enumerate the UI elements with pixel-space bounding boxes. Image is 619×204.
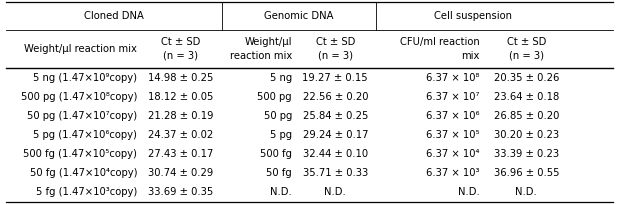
Text: 500 fg (1.47×10⁵copy): 500 fg (1.47×10⁵copy)	[24, 149, 137, 159]
Text: Cloned DNA: Cloned DNA	[84, 11, 144, 21]
Text: 30.20 ± 0.23: 30.20 ± 0.23	[494, 130, 559, 140]
Text: 5 pg: 5 pg	[270, 130, 292, 140]
Text: 50 fg: 50 fg	[266, 168, 292, 178]
Text: 23.64 ± 0.18: 23.64 ± 0.18	[494, 92, 559, 102]
Text: 5 ng (1.47×10⁹copy): 5 ng (1.47×10⁹copy)	[33, 73, 137, 83]
Text: Weight/µl
reaction mix: Weight/µl reaction mix	[230, 37, 292, 61]
Text: 6.37 × 10⁴: 6.37 × 10⁴	[426, 149, 480, 159]
Text: 50 pg: 50 pg	[264, 111, 292, 121]
Text: 6.37 × 10⁶: 6.37 × 10⁶	[426, 111, 480, 121]
Text: Genomic DNA: Genomic DNA	[264, 11, 334, 21]
Text: 19.27 ± 0.15: 19.27 ± 0.15	[303, 73, 368, 83]
Text: 500 fg: 500 fg	[260, 149, 292, 159]
Text: N.D.: N.D.	[270, 187, 292, 197]
Text: 26.85 ± 0.20: 26.85 ± 0.20	[494, 111, 559, 121]
Text: 25.84 ± 0.25: 25.84 ± 0.25	[303, 111, 368, 121]
Text: 18.12 ± 0.05: 18.12 ± 0.05	[148, 92, 214, 102]
Text: 5 pg (1.47×10⁶copy): 5 pg (1.47×10⁶copy)	[33, 130, 137, 140]
Text: 32.44 ± 0.10: 32.44 ± 0.10	[303, 149, 368, 159]
Text: 50 fg (1.47×10⁴copy): 50 fg (1.47×10⁴copy)	[30, 168, 137, 178]
Text: 33.39 ± 0.23: 33.39 ± 0.23	[494, 149, 559, 159]
Text: 29.24 ± 0.17: 29.24 ± 0.17	[303, 130, 368, 140]
Text: 36.96 ± 0.55: 36.96 ± 0.55	[493, 168, 559, 178]
Text: 14.98 ± 0.25: 14.98 ± 0.25	[148, 73, 214, 83]
Text: 5 fg (1.47×10³copy): 5 fg (1.47×10³copy)	[36, 187, 137, 197]
Text: 500 pg (1.47×10⁸copy): 500 pg (1.47×10⁸copy)	[21, 92, 137, 102]
Text: Ct ± SD
(n = 3): Ct ± SD (n = 3)	[316, 37, 355, 61]
Text: Ct ± SD
(n = 3): Ct ± SD (n = 3)	[507, 37, 546, 61]
Text: 500 pg: 500 pg	[258, 92, 292, 102]
Text: Ct ± SD
(n = 3): Ct ± SD (n = 3)	[161, 37, 201, 61]
Text: 5 ng: 5 ng	[270, 73, 292, 83]
Text: Cell suspension: Cell suspension	[435, 11, 513, 21]
Text: 33.69 ± 0.35: 33.69 ± 0.35	[148, 187, 213, 197]
Text: 6.37 × 10⁸: 6.37 × 10⁸	[426, 73, 480, 83]
Text: 24.37 ± 0.02: 24.37 ± 0.02	[148, 130, 213, 140]
Text: 6.37 × 10⁵: 6.37 × 10⁵	[426, 130, 480, 140]
Text: 6.37 × 10⁷: 6.37 × 10⁷	[426, 92, 480, 102]
Text: 50 pg (1.47×10⁷copy): 50 pg (1.47×10⁷copy)	[27, 111, 137, 121]
Text: Weight/µl reaction mix: Weight/µl reaction mix	[24, 44, 137, 54]
Text: 6.37 × 10³: 6.37 × 10³	[426, 168, 480, 178]
Text: 20.35 ± 0.26: 20.35 ± 0.26	[494, 73, 559, 83]
Text: CFU/ml reaction
mix: CFU/ml reaction mix	[400, 37, 480, 61]
Text: 22.56 ± 0.20: 22.56 ± 0.20	[303, 92, 368, 102]
Text: 27.43 ± 0.17: 27.43 ± 0.17	[148, 149, 214, 159]
Text: 30.74 ± 0.29: 30.74 ± 0.29	[148, 168, 213, 178]
Text: 35.71 ± 0.33: 35.71 ± 0.33	[303, 168, 368, 178]
Text: 21.28 ± 0.19: 21.28 ± 0.19	[148, 111, 214, 121]
Text: N.D.: N.D.	[324, 187, 346, 197]
Text: N.D.: N.D.	[458, 187, 480, 197]
Text: N.D.: N.D.	[516, 187, 537, 197]
